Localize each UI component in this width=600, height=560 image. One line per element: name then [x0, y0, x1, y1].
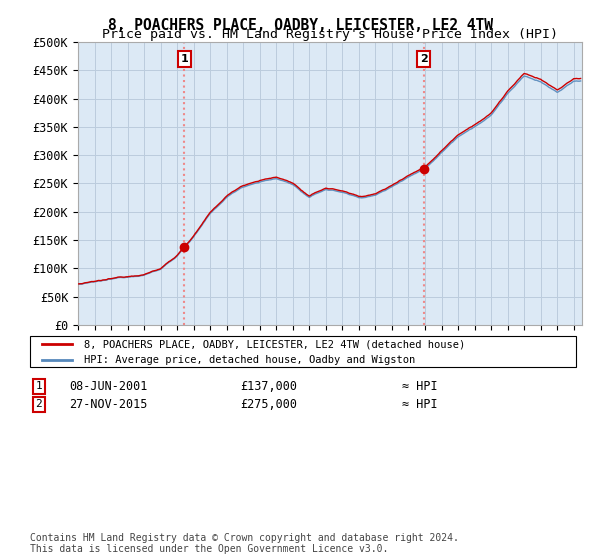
Text: Contains HM Land Registry data © Crown copyright and database right 2024.
This d: Contains HM Land Registry data © Crown c… — [30, 533, 459, 554]
Text: 2: 2 — [420, 54, 428, 64]
Text: HPI: Average price, detached house, Oadby and Wigston: HPI: Average price, detached house, Oadb… — [84, 354, 415, 365]
Text: 2: 2 — [35, 399, 43, 409]
Text: 8, POACHERS PLACE, OADBY, LEICESTER, LE2 4TW (detached house): 8, POACHERS PLACE, OADBY, LEICESTER, LE2… — [84, 339, 465, 349]
Text: £275,000: £275,000 — [240, 398, 297, 411]
Text: ≈ HPI: ≈ HPI — [402, 398, 437, 411]
Text: 27-NOV-2015: 27-NOV-2015 — [69, 398, 148, 411]
Text: HPI: Average price, detached house, Oadby and Wigston: HPI: Average price, detached house, Oadb… — [84, 354, 415, 365]
Title: Price paid vs. HM Land Registry's House Price Index (HPI): Price paid vs. HM Land Registry's House … — [102, 28, 558, 41]
Text: £137,000: £137,000 — [240, 380, 297, 393]
Text: 8, POACHERS PLACE, OADBY, LEICESTER, LE2 4TW (detached house): 8, POACHERS PLACE, OADBY, LEICESTER, LE2… — [84, 339, 465, 349]
Text: 08-JUN-2001: 08-JUN-2001 — [69, 380, 148, 393]
Text: 8, POACHERS PLACE, OADBY, LEICESTER, LE2 4TW: 8, POACHERS PLACE, OADBY, LEICESTER, LE2… — [107, 18, 493, 33]
Text: 1: 1 — [181, 54, 188, 64]
Text: ≈ HPI: ≈ HPI — [402, 380, 437, 393]
Text: 1: 1 — [35, 381, 43, 391]
